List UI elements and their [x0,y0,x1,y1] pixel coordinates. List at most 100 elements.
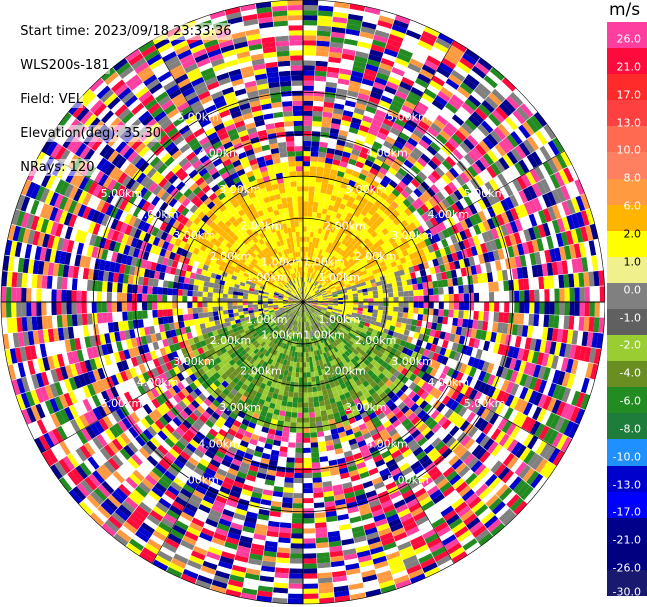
velocity-gate [310,262,314,268]
velocity-gate [368,196,377,205]
velocity-gate [293,387,299,393]
velocity-gate [413,406,423,416]
velocity-gate [306,295,312,299]
velocity-gate [356,337,363,344]
velocity-gate [305,282,308,288]
velocity-gate [296,321,299,327]
velocity-gate [428,302,434,309]
velocity-gate [303,196,309,202]
velocity-gate [354,55,368,64]
velocity-gate [313,318,317,324]
velocity-gate [549,341,557,355]
velocity-gate [306,372,311,378]
velocity-gate [367,271,374,277]
velocity-gate [378,527,392,537]
velocity-gate [303,211,308,217]
velocity-gate [553,315,560,329]
velocity-gate [364,322,370,328]
velocity-gate [311,242,316,248]
velocity-gate [421,222,430,232]
velocity-gate [362,380,370,388]
velocity-gate [506,439,519,453]
velocity-gate [296,432,303,438]
velocity-gate [343,146,353,154]
velocity-gate [352,426,361,434]
velocity-gate [327,355,333,362]
velocity-gate [348,296,354,300]
velocity-gate [385,196,394,205]
velocity-gate [388,192,398,201]
velocity-gate [356,372,364,380]
velocity-gate [420,390,430,400]
velocity-gate [307,303,313,305]
velocity-gate [418,97,432,108]
velocity-gate [450,269,458,279]
velocity-gate [321,308,327,311]
velocity-gate [403,329,410,336]
velocity-gate [456,250,464,260]
velocity-gate [462,318,469,328]
velocity-gate [520,173,532,188]
velocity-gate [338,236,344,243]
velocity-gate [511,324,519,336]
velocity-gate [308,283,312,289]
velocity-gate [505,95,520,110]
velocity-gate [341,477,352,485]
velocity-gate [518,360,527,374]
velocity-gate [509,497,524,512]
velocity-gate [486,218,496,230]
velocity-gate [519,254,527,267]
velocity-gate [278,415,285,422]
velocity-gate [377,380,385,388]
velocity-gate [348,511,361,519]
velocity-gate [317,259,322,266]
velocity-gate [319,312,325,316]
velocity-gate [320,126,331,133]
velocity-gate [322,324,327,330]
velocity-gate [460,509,474,522]
velocity-gate [514,127,527,142]
velocity-gate [394,171,405,181]
velocity-gate [439,481,452,494]
velocity-gate [412,313,419,320]
velocity-gate [330,428,339,435]
velocity-gate [279,369,285,375]
velocity-gate [358,173,367,181]
velocity-gate [303,452,312,458]
velocity-gate [392,217,401,226]
velocity-gate [455,110,468,123]
velocity-gate [338,165,347,173]
velocity-gate [419,35,435,47]
velocity-gate [489,67,505,81]
velocity-gate [473,391,483,403]
velocity-gate [296,362,300,368]
velocity-gate [337,219,344,226]
velocity-gate [348,299,354,302]
velocity-gate [309,361,314,368]
velocity-gate [323,335,328,342]
velocity-gate [418,302,424,309]
velocity-gate [313,492,324,498]
velocity-gate [514,398,524,412]
velocity-gate [535,130,548,146]
velocity-gate [372,329,379,335]
velocity-gate [434,412,444,423]
velocity-gate [385,481,397,491]
velocity-gate [401,317,408,324]
velocity-gate [548,314,555,328]
velocity-gate [383,476,395,486]
velocity-gate [423,288,429,296]
velocity-gate [479,450,491,464]
velocity-gate [334,325,340,331]
velocity-gate [363,295,369,299]
velocity-gate [338,73,351,81]
velocity-gate [413,188,423,198]
velocity-gate [387,267,394,274]
velocity-gate [514,335,522,348]
velocity-gate [358,554,372,563]
velocity-gate [303,342,306,348]
velocity-gate [519,290,525,302]
velocity-gate [589,302,595,317]
velocity-gate [313,90,325,97]
velocity-gate [303,503,314,509]
